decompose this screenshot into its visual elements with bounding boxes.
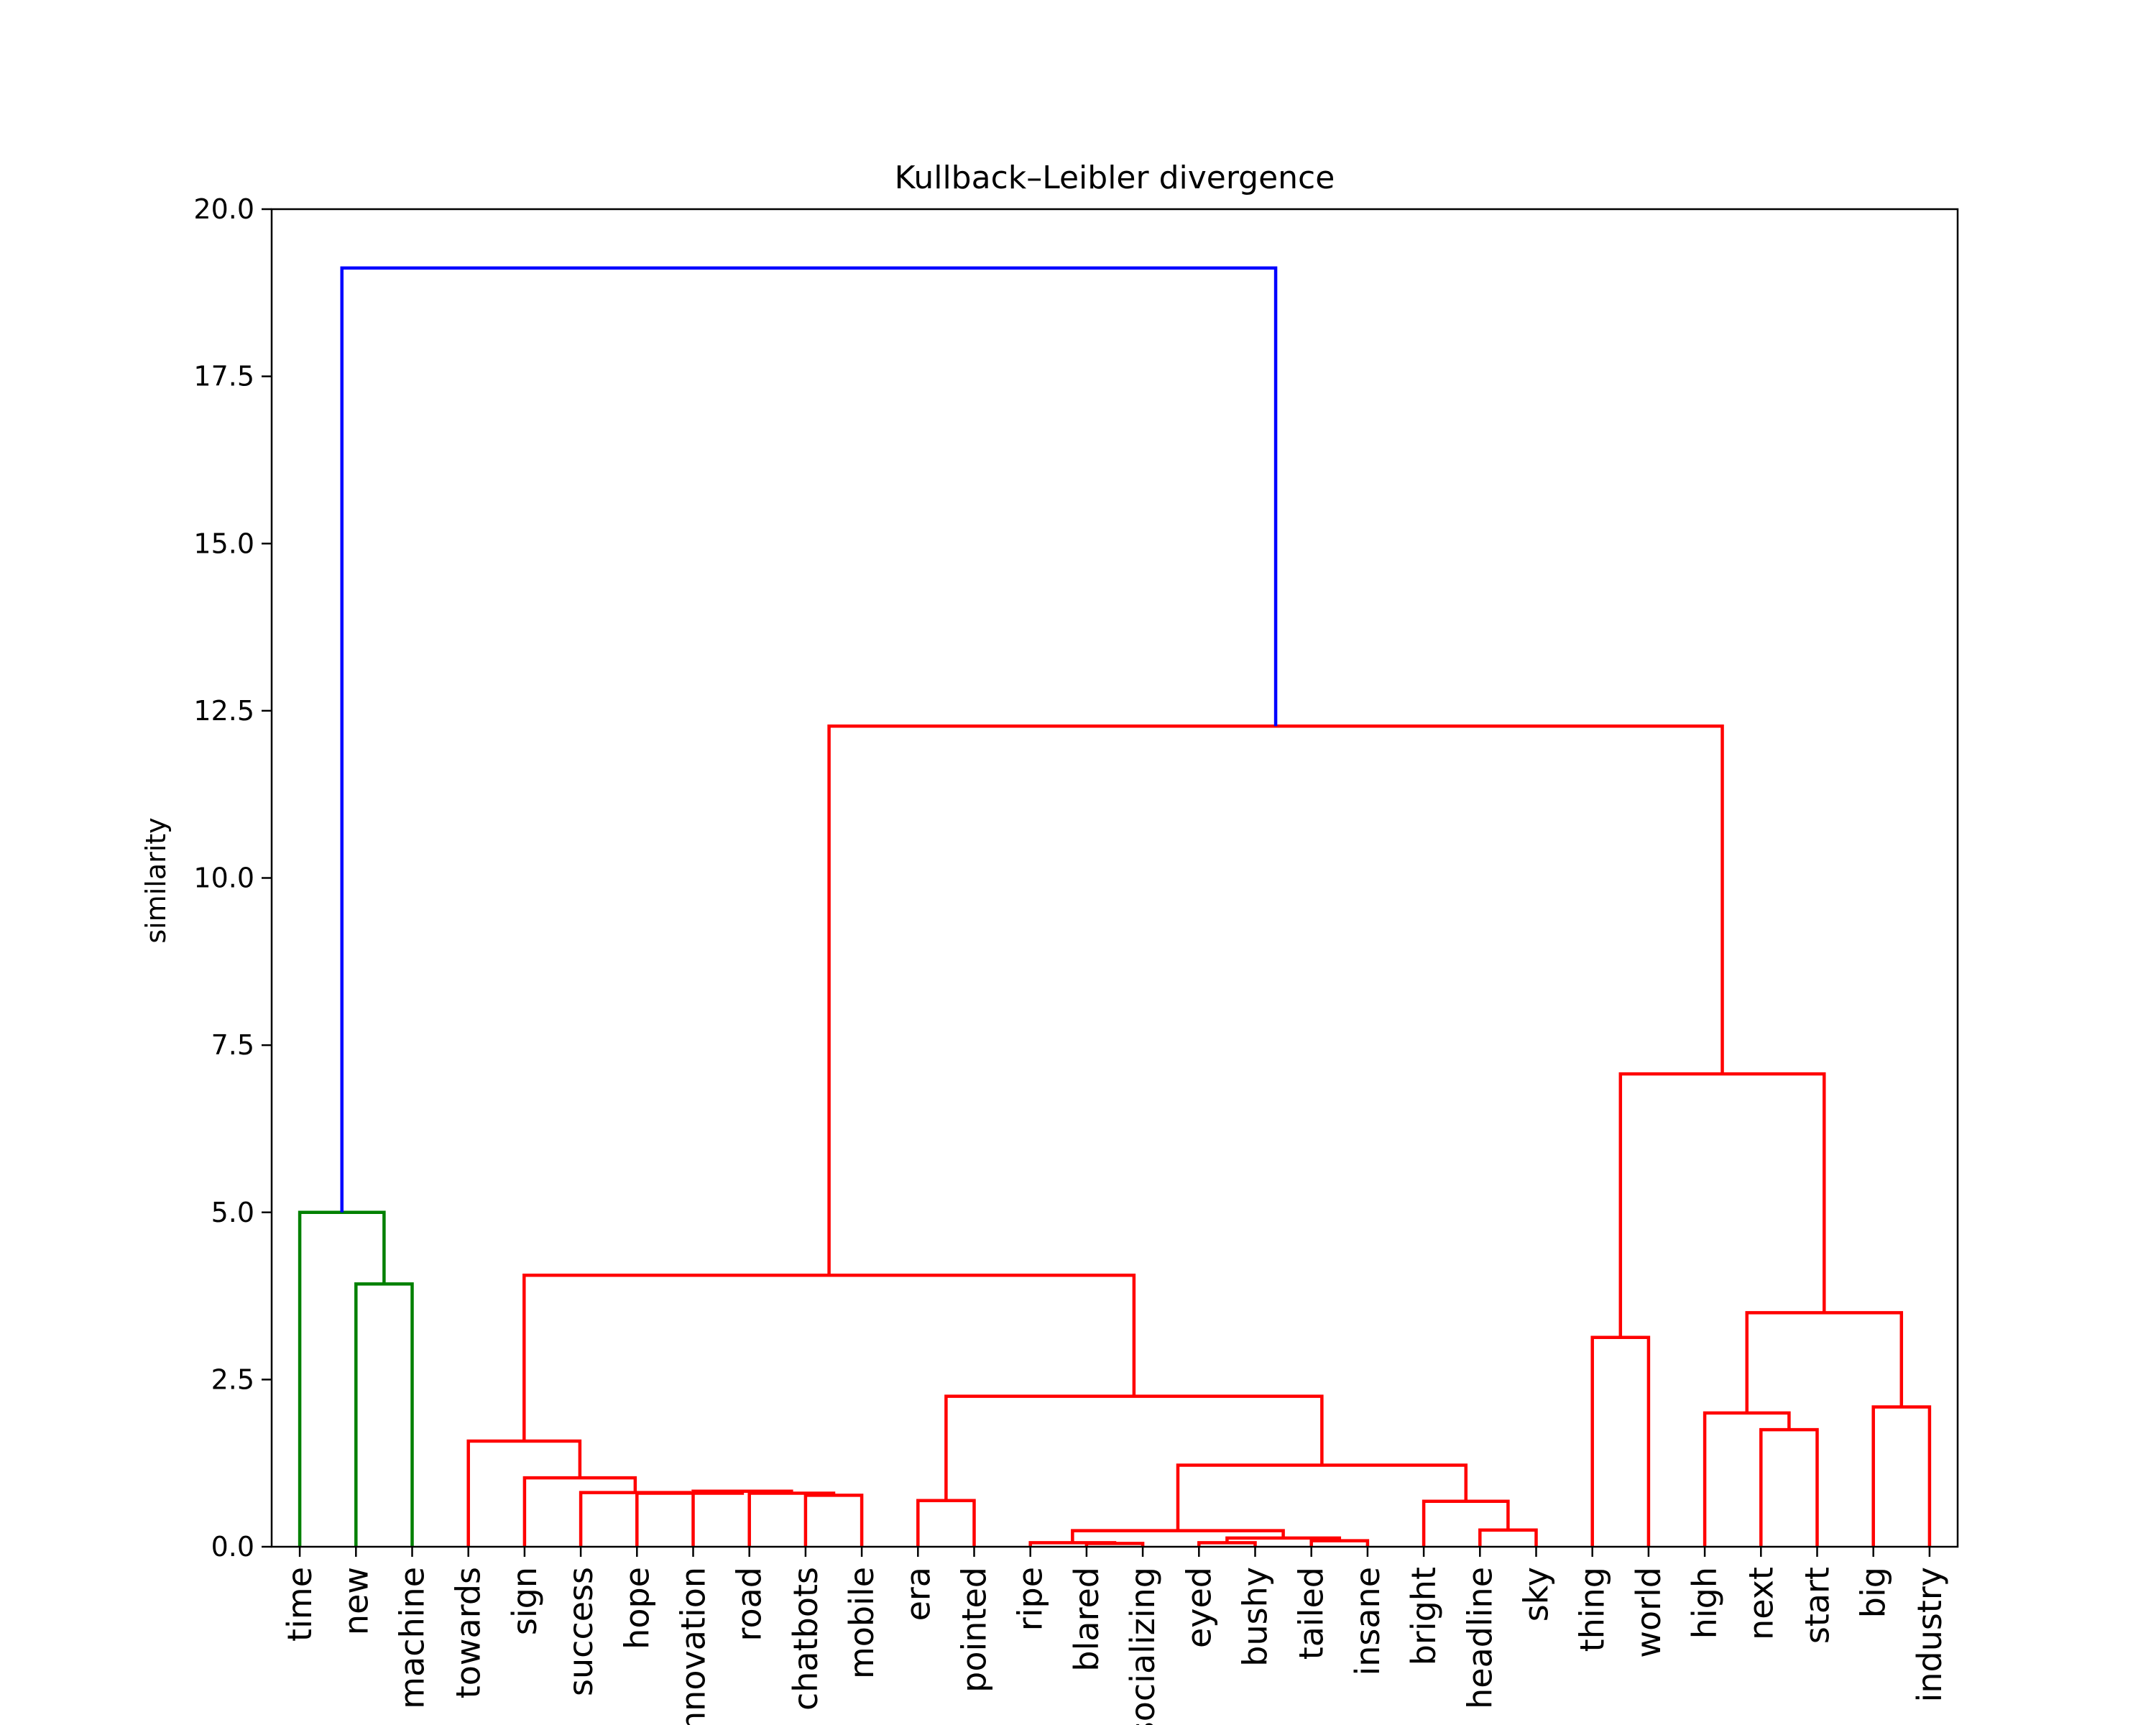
leaf-label-towards: towards [449,1567,488,1698]
chart-title: Kullback–Leibler divergence [895,160,1335,196]
dendrogram-link-m14 [1309,1539,1370,1547]
y-tick-label: 12.5 [193,695,254,727]
leaf-label-thing: thing [1573,1567,1612,1652]
dendrogram-link-m8 [522,1476,637,1547]
y-tick-label: 10.0 [193,862,254,894]
leaf-label-insane: insane [1348,1567,1387,1676]
leaf-label-headline: headline [1460,1567,1499,1709]
leaf-label-chatbots: chatbots [786,1567,825,1711]
leaf-label-tailed: tailed [1292,1567,1331,1660]
dendrogram-link-m27 [1618,1072,1826,1338]
dendrogram-link-m13 [1197,1541,1257,1547]
dendrogram-links [298,266,1932,1547]
leaf-label-new: new [336,1567,375,1635]
leaf-label-industry: industry [1910,1567,1949,1702]
dendrogram-link-m19 [1176,1463,1468,1531]
leaf-label-hope: hope [617,1567,656,1650]
leaf-label-eyed: eyed [1179,1567,1218,1648]
x-axis-leaf-labels: time new machine towards sign success hope inno… [280,1547,1949,1725]
leaf-label-socializing: socializing [1123,1567,1162,1725]
y-tick-label: 5.0 [211,1197,254,1228]
dendrogram-link-m18 [1422,1499,1510,1547]
y-axis-label: similarity [140,817,172,943]
leaf-label-sign: sign [505,1567,544,1635]
leaf-label-ripe: ripe [1011,1567,1050,1631]
y-tick-label: 0.0 [211,1531,254,1563]
leaf-label-innovation: innovation [674,1567,713,1725]
y-tick-label: 15.0 [193,528,254,559]
leaf-label-era: era [898,1567,937,1621]
dendrogram-link-m12 [1028,1541,1117,1547]
y-tick-label: 2.5 [211,1363,254,1395]
leaf-label-machine: machine [393,1567,432,1709]
leaf-label-success: success [561,1567,600,1696]
leaf-label-bushy: bushy [1236,1567,1275,1667]
leaf-label-next: next [1741,1567,1780,1640]
leaf-label-mobile: mobile [842,1567,881,1679]
dendrogram-link-m29 [340,266,1278,1213]
dendrogram-link-m25 [1871,1405,1932,1547]
dendrogram-link-m10 [916,1499,976,1547]
leaf-label-sky: sky [1517,1567,1556,1622]
dendrogram-link-m21 [522,1273,1136,1441]
y-tick-label: 20.0 [193,193,254,225]
dendrogram-link-m28 [827,724,1724,1276]
y-axis-ticks: 0.0 2.5 5.0 7.5 10.0 12.5 15.0 17.5 20.0 [193,193,272,1563]
dendrogram-link-m7 [579,1491,691,1547]
leaf-label-bright: bright [1404,1567,1443,1665]
dendrogram-link-m20 [944,1394,1324,1501]
y-tick-label: 17.5 [193,361,254,392]
dendrogram-link-m17 [1478,1528,1538,1547]
plot-frame [270,208,1959,1548]
leaf-label-time: time [280,1567,319,1642]
leaf-label-start: start [1798,1567,1837,1644]
leaf-label-high: high [1685,1567,1724,1639]
leaf-label-pointed: pointed [955,1567,994,1693]
leaf-label-world: world [1629,1567,1668,1658]
leaf-label-road: road [730,1567,769,1641]
leaf-label-blared: blared [1067,1567,1106,1672]
dendrogram-link-m16 [1071,1529,1285,1543]
y-tick-label: 7.5 [211,1029,254,1061]
leaf-label-big: big [1854,1567,1893,1618]
